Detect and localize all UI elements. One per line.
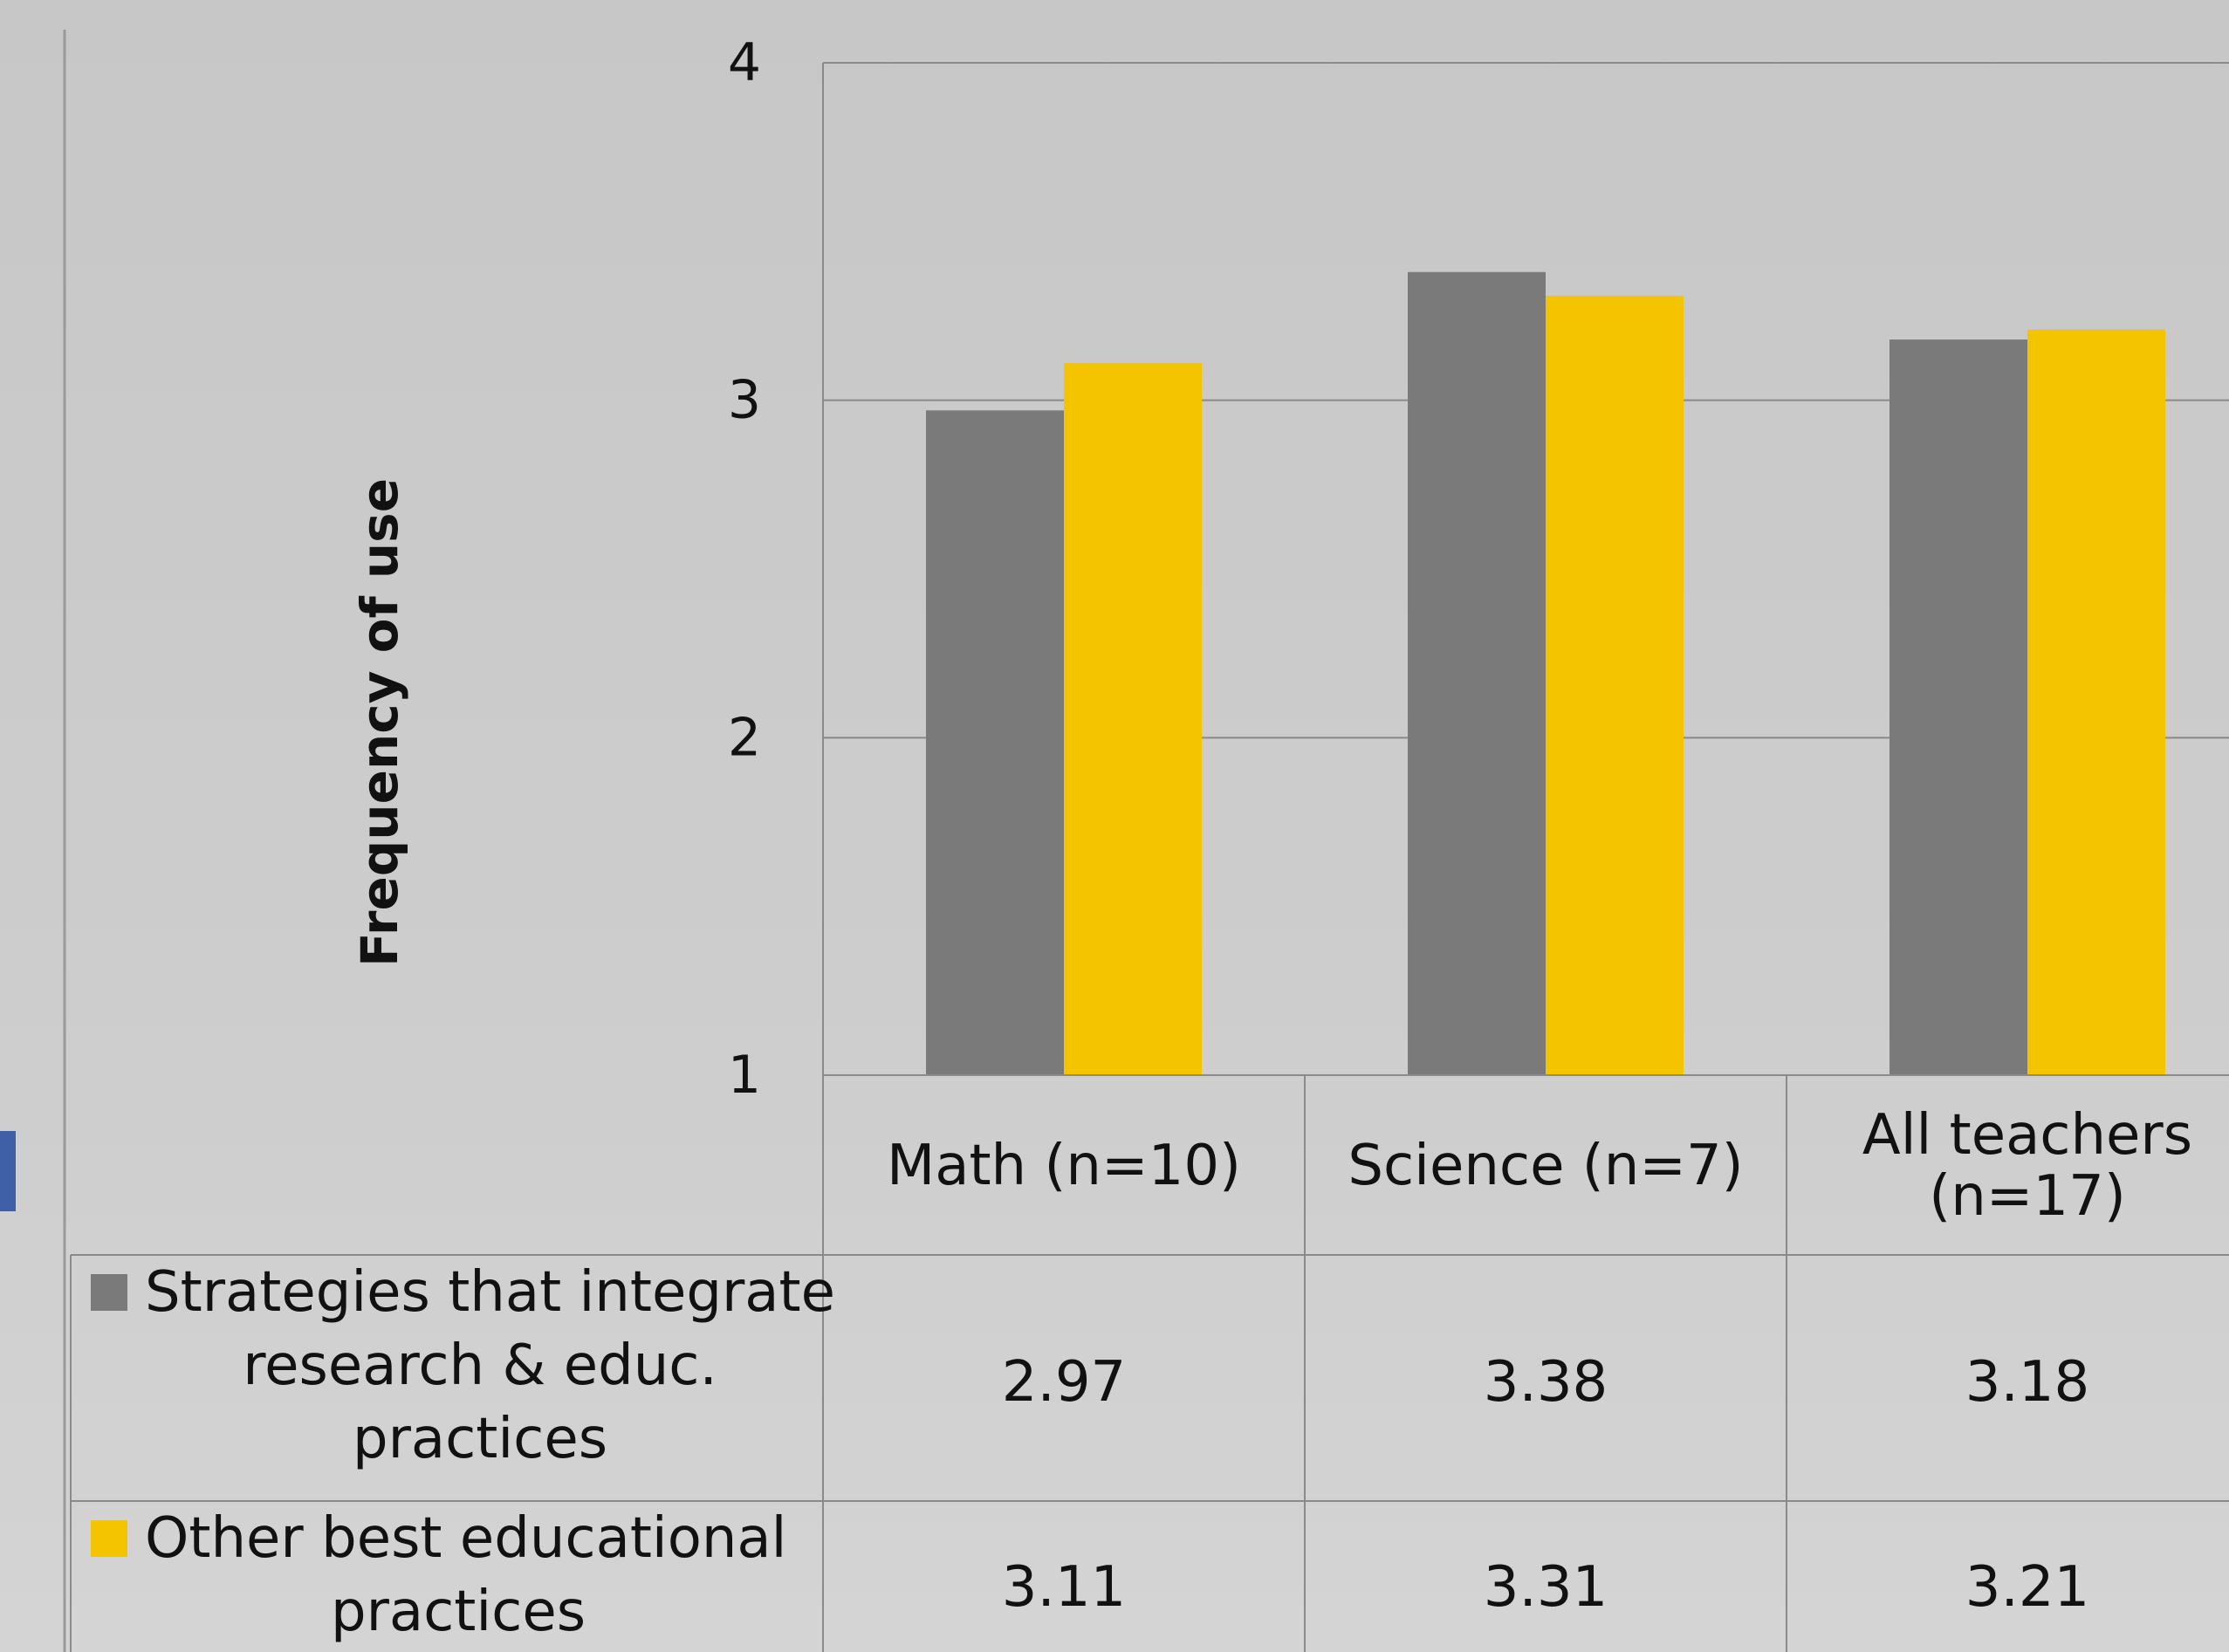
y-tick-label: 3 xyxy=(728,370,761,431)
legend-label-0: Strategies that integrate research & educ… xyxy=(145,1260,835,1471)
table-cell-value: 3.31 xyxy=(1484,1555,1608,1620)
table-cell-value: 2.97 xyxy=(1002,1350,1127,1415)
data-table: Math (n=10) Science (n=7) All teachers (n=1… xyxy=(70,1074,2229,1652)
bar-strategies-0 xyxy=(926,410,1064,1075)
y-tick-label: 1 xyxy=(728,1045,761,1106)
category-label: Science (n=7) xyxy=(1348,1134,1743,1198)
table-cell-value: 3.18 xyxy=(1965,1350,2090,1415)
legend-swatch-1 xyxy=(91,1520,127,1557)
table-cell-value: 3.11 xyxy=(1002,1555,1127,1620)
y-axis-label: Frequency of use xyxy=(350,478,409,967)
legend-label-1: Other best educational practices xyxy=(145,1506,786,1644)
bar-strategies-2 xyxy=(1890,339,2027,1076)
y-tick-label: 2 xyxy=(728,707,761,768)
bar-other-0 xyxy=(1064,363,1202,1076)
y-tick-label: 4 xyxy=(728,32,761,93)
bars xyxy=(926,271,2165,1076)
category-label: Math (n=10) xyxy=(887,1134,1241,1198)
table-cell-value: 3.21 xyxy=(1965,1555,2090,1620)
bar-other-1 xyxy=(1546,295,1684,1075)
bar-strategies-1 xyxy=(1408,271,1546,1075)
bar-other-2 xyxy=(2027,329,2165,1075)
y-tick-labels: 1 2 3 4 xyxy=(728,32,761,1106)
legend-swatch-0 xyxy=(91,1274,127,1311)
accent-tab xyxy=(0,1131,16,1211)
table-cell-value: 3.38 xyxy=(1484,1350,1608,1415)
category-label: All teachers (n=17) xyxy=(1862,1103,2192,1229)
